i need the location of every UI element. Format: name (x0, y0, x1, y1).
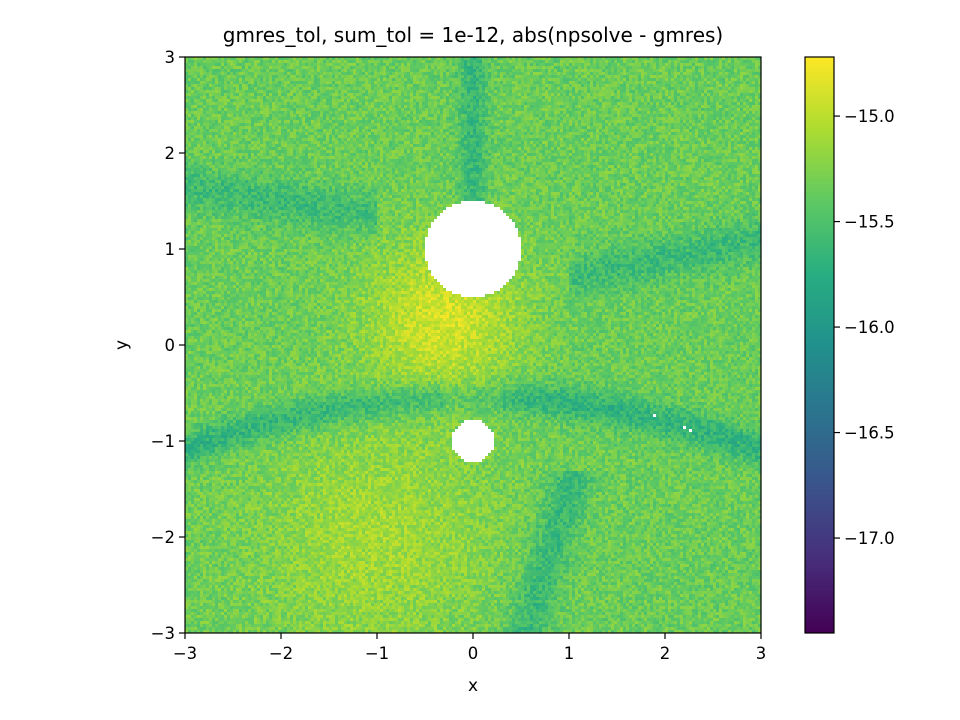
x-tick-label: −1 (365, 644, 389, 663)
y-tick-label: 0 (165, 336, 176, 355)
x-axis-label: x (468, 676, 478, 696)
colorbar-ticks: −15.0 −15.5 −16.0 −16.5 −17.0 (834, 107, 895, 548)
x-axis: −3 −2 −1 0 1 2 3 (173, 633, 766, 663)
heatmap-plot-area (184, 56, 762, 634)
y-axis: −3 −2 −1 0 1 2 3 (151, 48, 185, 643)
chart-title: gmres_tol, sum_tol = 1e-12, abs(npsolve … (223, 23, 723, 47)
x-tick-label: −3 (173, 644, 197, 663)
x-tick-label: 0 (468, 644, 479, 663)
y-tick-label: 1 (165, 240, 176, 259)
colorbar-tick-label: −17.0 (844, 529, 895, 548)
x-tick-label: −2 (269, 644, 293, 663)
y-tick-label: 2 (165, 144, 176, 163)
x-tick-label: 1 (564, 644, 575, 663)
colorbar: −15.0 −15.5 −16.0 −16.5 −17.0 (804, 56, 895, 634)
y-tick-label: 3 (165, 48, 176, 67)
x-tick-label: 3 (756, 644, 767, 663)
colorbar-tick-label: −16.5 (844, 424, 895, 443)
x-tick-label: 2 (660, 644, 671, 663)
colorbar-tick-label: −15.0 (844, 107, 895, 126)
colorbar-gradient (804, 56, 835, 634)
colorbar-tick-label: −15.5 (844, 213, 895, 232)
y-tick-label: −1 (151, 432, 175, 451)
y-axis-label: y (112, 340, 132, 350)
y-tick-label: −2 (151, 528, 175, 547)
colorbar-tick-label: −16.0 (844, 318, 895, 337)
heatmap-image (185, 57, 761, 633)
y-tick-label: −3 (151, 624, 175, 643)
